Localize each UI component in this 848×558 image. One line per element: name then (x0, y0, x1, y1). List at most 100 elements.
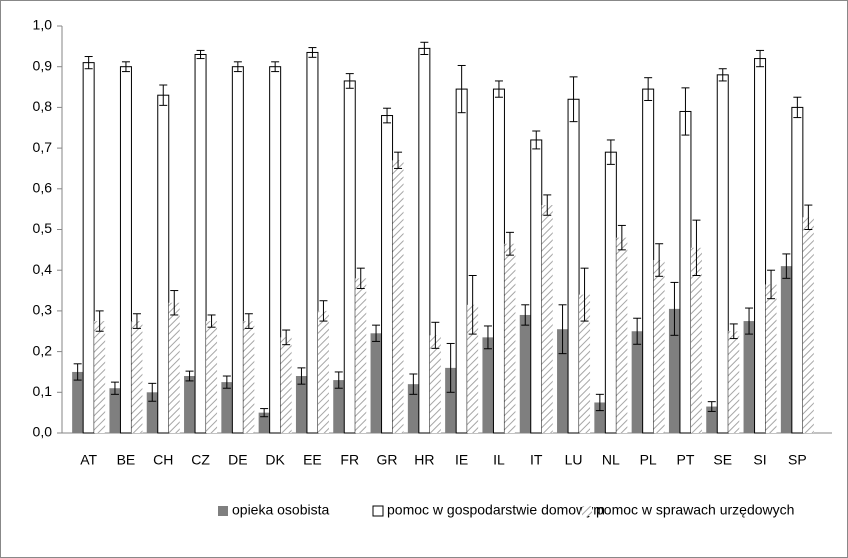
bar (679, 110, 692, 434)
error-bar (595, 393, 604, 412)
bar (690, 247, 702, 433)
x-tick-label: IE (455, 452, 468, 468)
bar (243, 321, 255, 433)
y-tick-label: 0,0 (33, 424, 53, 440)
error-bar (804, 204, 813, 230)
bar (109, 388, 121, 433)
error-bar (121, 61, 130, 73)
error-bar (655, 243, 664, 277)
error-bar (73, 363, 82, 381)
bar (231, 66, 244, 434)
error-bar (532, 130, 541, 150)
bar (306, 51, 319, 434)
error-bar (457, 64, 466, 114)
error-bar (670, 281, 679, 336)
bar (631, 331, 643, 433)
error-bar (681, 87, 690, 136)
legend-swatch (218, 506, 228, 516)
bar (94, 321, 106, 433)
bar (579, 294, 591, 433)
x-tick-label: FR (340, 452, 359, 468)
x-tick-label: PL (640, 452, 657, 468)
error-bar (756, 49, 765, 68)
bar (194, 53, 207, 434)
bar (530, 139, 543, 434)
y-tick-label: 0,5 (33, 220, 53, 236)
y-tick-label: 0,6 (33, 180, 53, 196)
bar (343, 80, 356, 434)
error-bar (356, 267, 365, 290)
error-bar (282, 329, 291, 346)
error-bar (729, 323, 738, 340)
bar (791, 106, 804, 434)
x-tick-label: EE (303, 452, 322, 468)
y-tick-label: 0,3 (33, 302, 53, 318)
error-bar (372, 324, 381, 342)
bar (370, 333, 382, 433)
bar (653, 260, 665, 433)
error-bar (148, 382, 157, 402)
bar (157, 94, 170, 434)
bar (269, 66, 282, 434)
error-bar (633, 317, 642, 345)
bar (184, 376, 196, 433)
y-tick-label: 0,9 (33, 57, 53, 73)
bar (728, 331, 740, 433)
error-bar (222, 375, 231, 389)
bar (355, 278, 367, 433)
error-bar (110, 381, 119, 395)
bar (221, 382, 233, 433)
error-bar (345, 73, 354, 89)
bar (333, 380, 345, 433)
x-tick-label: LU (565, 452, 583, 468)
error-bar (383, 107, 392, 124)
error-bar (446, 342, 455, 393)
error-bar (483, 325, 492, 350)
error-bar (159, 84, 168, 106)
bar (146, 392, 158, 433)
bar (258, 412, 270, 433)
bar (407, 384, 419, 433)
bar (295, 376, 307, 433)
bar (541, 205, 553, 433)
bar (754, 58, 767, 434)
x-tick-label: SE (713, 452, 732, 468)
bar (557, 329, 569, 433)
error-bar (521, 304, 530, 326)
x-tick-label: AT (80, 452, 97, 468)
error-bar (244, 313, 253, 329)
bar (168, 302, 180, 433)
bar (519, 314, 531, 433)
error-bar (297, 367, 306, 385)
x-tick-label: SI (753, 452, 766, 468)
error-bar (207, 314, 216, 328)
error-bar (782, 253, 791, 279)
error-bar (543, 194, 552, 216)
y-tick-label: 0,1 (33, 383, 53, 399)
error-bar (196, 49, 205, 60)
bar (802, 217, 814, 433)
bar (567, 98, 580, 434)
error-bar (494, 80, 503, 98)
bar (455, 88, 468, 434)
x-tick-label: CH (153, 452, 173, 468)
y-tick-label: 0,7 (33, 139, 53, 155)
x-tick-label: IL (493, 452, 505, 468)
error-bar (170, 290, 179, 316)
bar (206, 321, 218, 433)
error-bar (606, 139, 615, 165)
bar (706, 406, 718, 433)
error-bar (569, 76, 578, 123)
error-bar (420, 41, 429, 55)
legend-swatch (582, 506, 592, 516)
error-bar (233, 61, 242, 73)
error-bar (644, 77, 653, 101)
bar (280, 337, 292, 433)
error-bar (580, 267, 589, 322)
x-tick-label: DK (265, 452, 285, 468)
y-tick-label: 0,2 (33, 342, 53, 358)
legend-label: pomoc w gospodarstwie domowym (387, 502, 605, 518)
error-bar (767, 269, 776, 300)
bar (445, 367, 457, 433)
